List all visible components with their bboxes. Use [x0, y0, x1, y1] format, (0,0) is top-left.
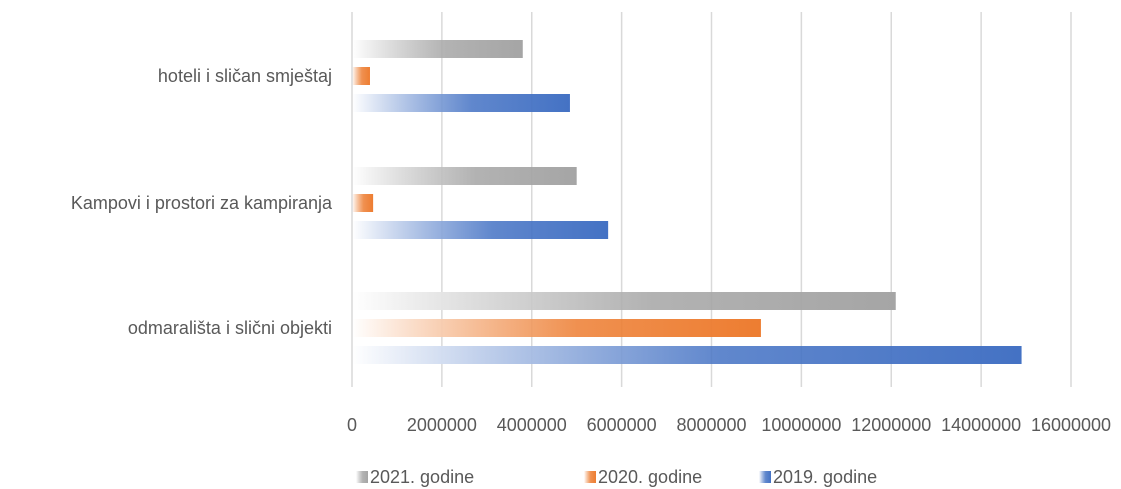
legend-swatch	[356, 471, 368, 483]
gridlines	[441, 12, 1072, 387]
x-tick-label: 0	[347, 415, 357, 435]
bar-2020-godine-cat-2	[352, 319, 761, 337]
x-tick-label: 2000000	[407, 415, 477, 435]
x-tick-label: 6000000	[587, 415, 657, 435]
bar-2019-godine-cat-1	[352, 221, 609, 239]
legend-swatch	[759, 471, 771, 483]
bar-2020-godine-cat-1	[352, 194, 374, 212]
bar-2019-godine-cat-2	[352, 346, 1022, 364]
category-label: Kampovi i prostori za kampiranja	[71, 193, 333, 213]
legend-label: 2020. godine	[598, 467, 702, 487]
bars	[352, 40, 1022, 364]
x-tick-label: 4000000	[497, 415, 567, 435]
x-tick-label: 10000000	[761, 415, 841, 435]
x-tick-label: 8000000	[676, 415, 746, 435]
x-tick-label: 14000000	[941, 415, 1021, 435]
bar-2020-godine-cat-0	[352, 67, 370, 85]
legend: 2021. godine 2020. godine 2019. godine	[356, 467, 877, 487]
bar-2021-godine-cat-0	[352, 40, 523, 58]
x-tick-label: 16000000	[1031, 415, 1111, 435]
category-label: hoteli i sličan smještaj	[158, 66, 332, 86]
bar-2021-godine-cat-1	[352, 167, 577, 185]
x-tick-label: 12000000	[851, 415, 931, 435]
bar-2019-godine-cat-0	[352, 94, 570, 112]
axes: hoteli i sličan smještaj Kampovi i prosto…	[71, 12, 1111, 435]
category-label: odmarališta i slični objekti	[128, 318, 332, 338]
legend-label: 2019. godine	[773, 467, 877, 487]
bar-2021-godine-cat-2	[352, 292, 896, 310]
legend-label: 2021. godine	[370, 467, 474, 487]
legend-swatch	[584, 471, 596, 483]
